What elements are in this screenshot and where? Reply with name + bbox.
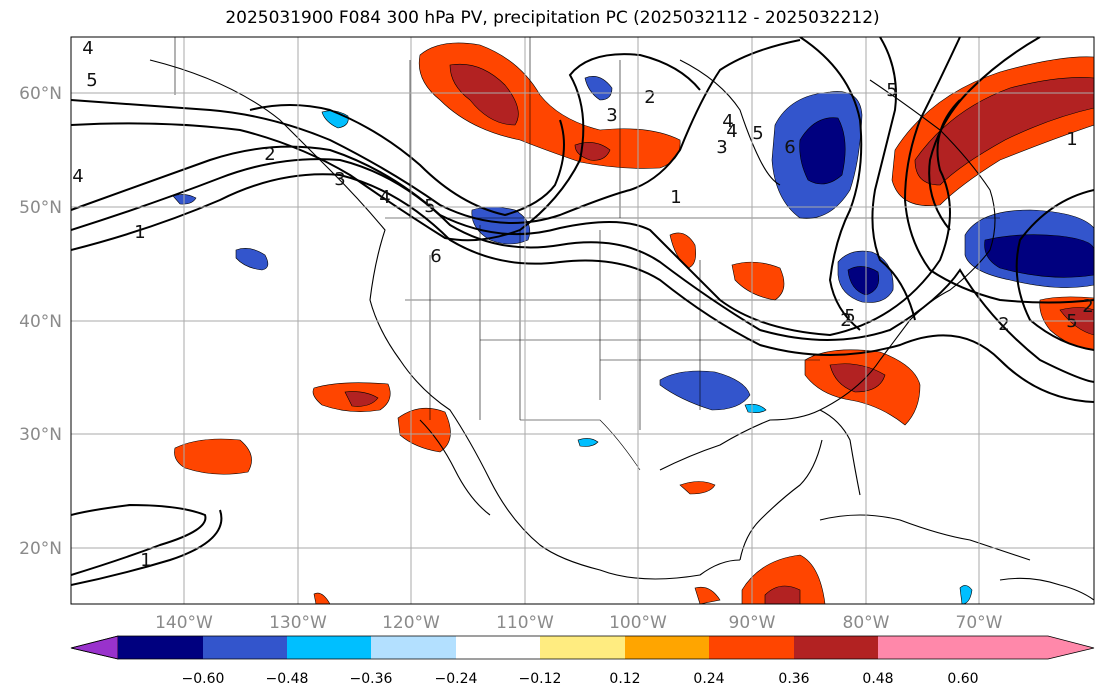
svg-text:40°N: 40°N bbox=[19, 312, 62, 332]
svg-text:1: 1 bbox=[670, 187, 681, 208]
positive-precip-areas bbox=[174, 42, 1094, 604]
svg-text:4: 4 bbox=[379, 187, 390, 208]
svg-text:4: 4 bbox=[72, 166, 83, 187]
svg-text:110°W: 110°W bbox=[496, 613, 554, 633]
svg-text:0.24: 0.24 bbox=[693, 671, 724, 687]
svg-text:60°N: 60°N bbox=[19, 84, 62, 104]
colorbar-segment bbox=[878, 636, 963, 659]
svg-text:0.48: 0.48 bbox=[862, 671, 893, 687]
svg-text:100°W: 100°W bbox=[609, 613, 667, 633]
colorbar-high-extension bbox=[963, 636, 1094, 659]
map-field: 4 5 1 2 3 4 5 6 2 3 4 5 6 1 2 5 2 3 4 5 … bbox=[71, 37, 1094, 604]
svg-text:3: 3 bbox=[334, 169, 345, 190]
svg-text:3: 3 bbox=[716, 137, 727, 158]
svg-text:1: 1 bbox=[1066, 129, 1077, 150]
map-title: 2025031900 F084 300 hPa PV, precipitatio… bbox=[225, 8, 880, 28]
svg-text:2: 2 bbox=[644, 87, 655, 108]
svg-text:130°W: 130°W bbox=[269, 613, 327, 633]
svg-text:0.12: 0.12 bbox=[609, 671, 640, 687]
colorbar: −0.60 −0.48 −0.36 −0.24 −0.12 0.12 0.24 … bbox=[70, 635, 1095, 687]
svg-text:6: 6 bbox=[430, 246, 441, 267]
svg-text:5: 5 bbox=[844, 306, 855, 327]
negative-precip-areas bbox=[172, 76, 1094, 604]
colorbar-segment bbox=[625, 636, 709, 659]
colorbar-segment bbox=[203, 636, 287, 659]
svg-text:2: 2 bbox=[1082, 296, 1093, 317]
svg-text:70°W: 70°W bbox=[956, 613, 1003, 633]
colorbar-segment bbox=[287, 636, 371, 659]
svg-text:80°W: 80°W bbox=[843, 613, 890, 633]
colorbar-segment bbox=[794, 636, 878, 659]
svg-text:2: 2 bbox=[998, 314, 1009, 335]
svg-text:50°N: 50°N bbox=[19, 198, 62, 218]
colorbar-segment bbox=[540, 636, 625, 659]
svg-text:−0.60: −0.60 bbox=[182, 671, 225, 687]
svg-text:−0.12: −0.12 bbox=[519, 671, 562, 687]
colorbar-segment bbox=[118, 636, 203, 659]
svg-text:1: 1 bbox=[134, 222, 145, 243]
svg-text:4: 4 bbox=[82, 38, 93, 59]
svg-text:90°W: 90°W bbox=[729, 613, 776, 633]
map-gridlines bbox=[71, 37, 1094, 604]
colorbar-segment bbox=[709, 636, 794, 659]
svg-text:−0.24: −0.24 bbox=[435, 671, 478, 687]
svg-text:3: 3 bbox=[606, 105, 617, 126]
colorbar-segment bbox=[456, 636, 540, 659]
svg-text:30°N: 30°N bbox=[19, 425, 62, 445]
svg-text:4: 4 bbox=[726, 121, 737, 142]
longitude-labels: 140°W 130°W 120°W 110°W 100°W 90°W 80°W … bbox=[155, 613, 1003, 633]
latitude-labels: 60°N 50°N 40°N 30°N 20°N bbox=[19, 84, 62, 559]
svg-text:5: 5 bbox=[752, 123, 763, 144]
svg-text:120°W: 120°W bbox=[382, 613, 440, 633]
svg-text:20°N: 20°N bbox=[19, 539, 62, 559]
svg-text:0.36: 0.36 bbox=[778, 671, 809, 687]
colorbar-segment bbox=[371, 636, 456, 659]
svg-text:−0.36: −0.36 bbox=[350, 671, 393, 687]
svg-text:6: 6 bbox=[784, 137, 795, 158]
colorbar-tick-labels: −0.60 −0.48 −0.36 −0.24 −0.12 0.12 0.24 … bbox=[182, 671, 979, 687]
svg-text:140°W: 140°W bbox=[155, 613, 213, 633]
svg-text:2: 2 bbox=[264, 144, 275, 165]
pv-contours bbox=[71, 37, 1094, 586]
svg-text:0.60: 0.60 bbox=[947, 671, 978, 687]
svg-text:4: 4 bbox=[722, 111, 733, 132]
svg-text:1: 1 bbox=[140, 550, 151, 571]
colorbar-low-extension bbox=[70, 635, 119, 660]
svg-text:−0.48: −0.48 bbox=[266, 671, 309, 687]
map-frame bbox=[70, 36, 1095, 605]
svg-text:5: 5 bbox=[86, 70, 97, 91]
svg-text:5: 5 bbox=[886, 80, 897, 101]
